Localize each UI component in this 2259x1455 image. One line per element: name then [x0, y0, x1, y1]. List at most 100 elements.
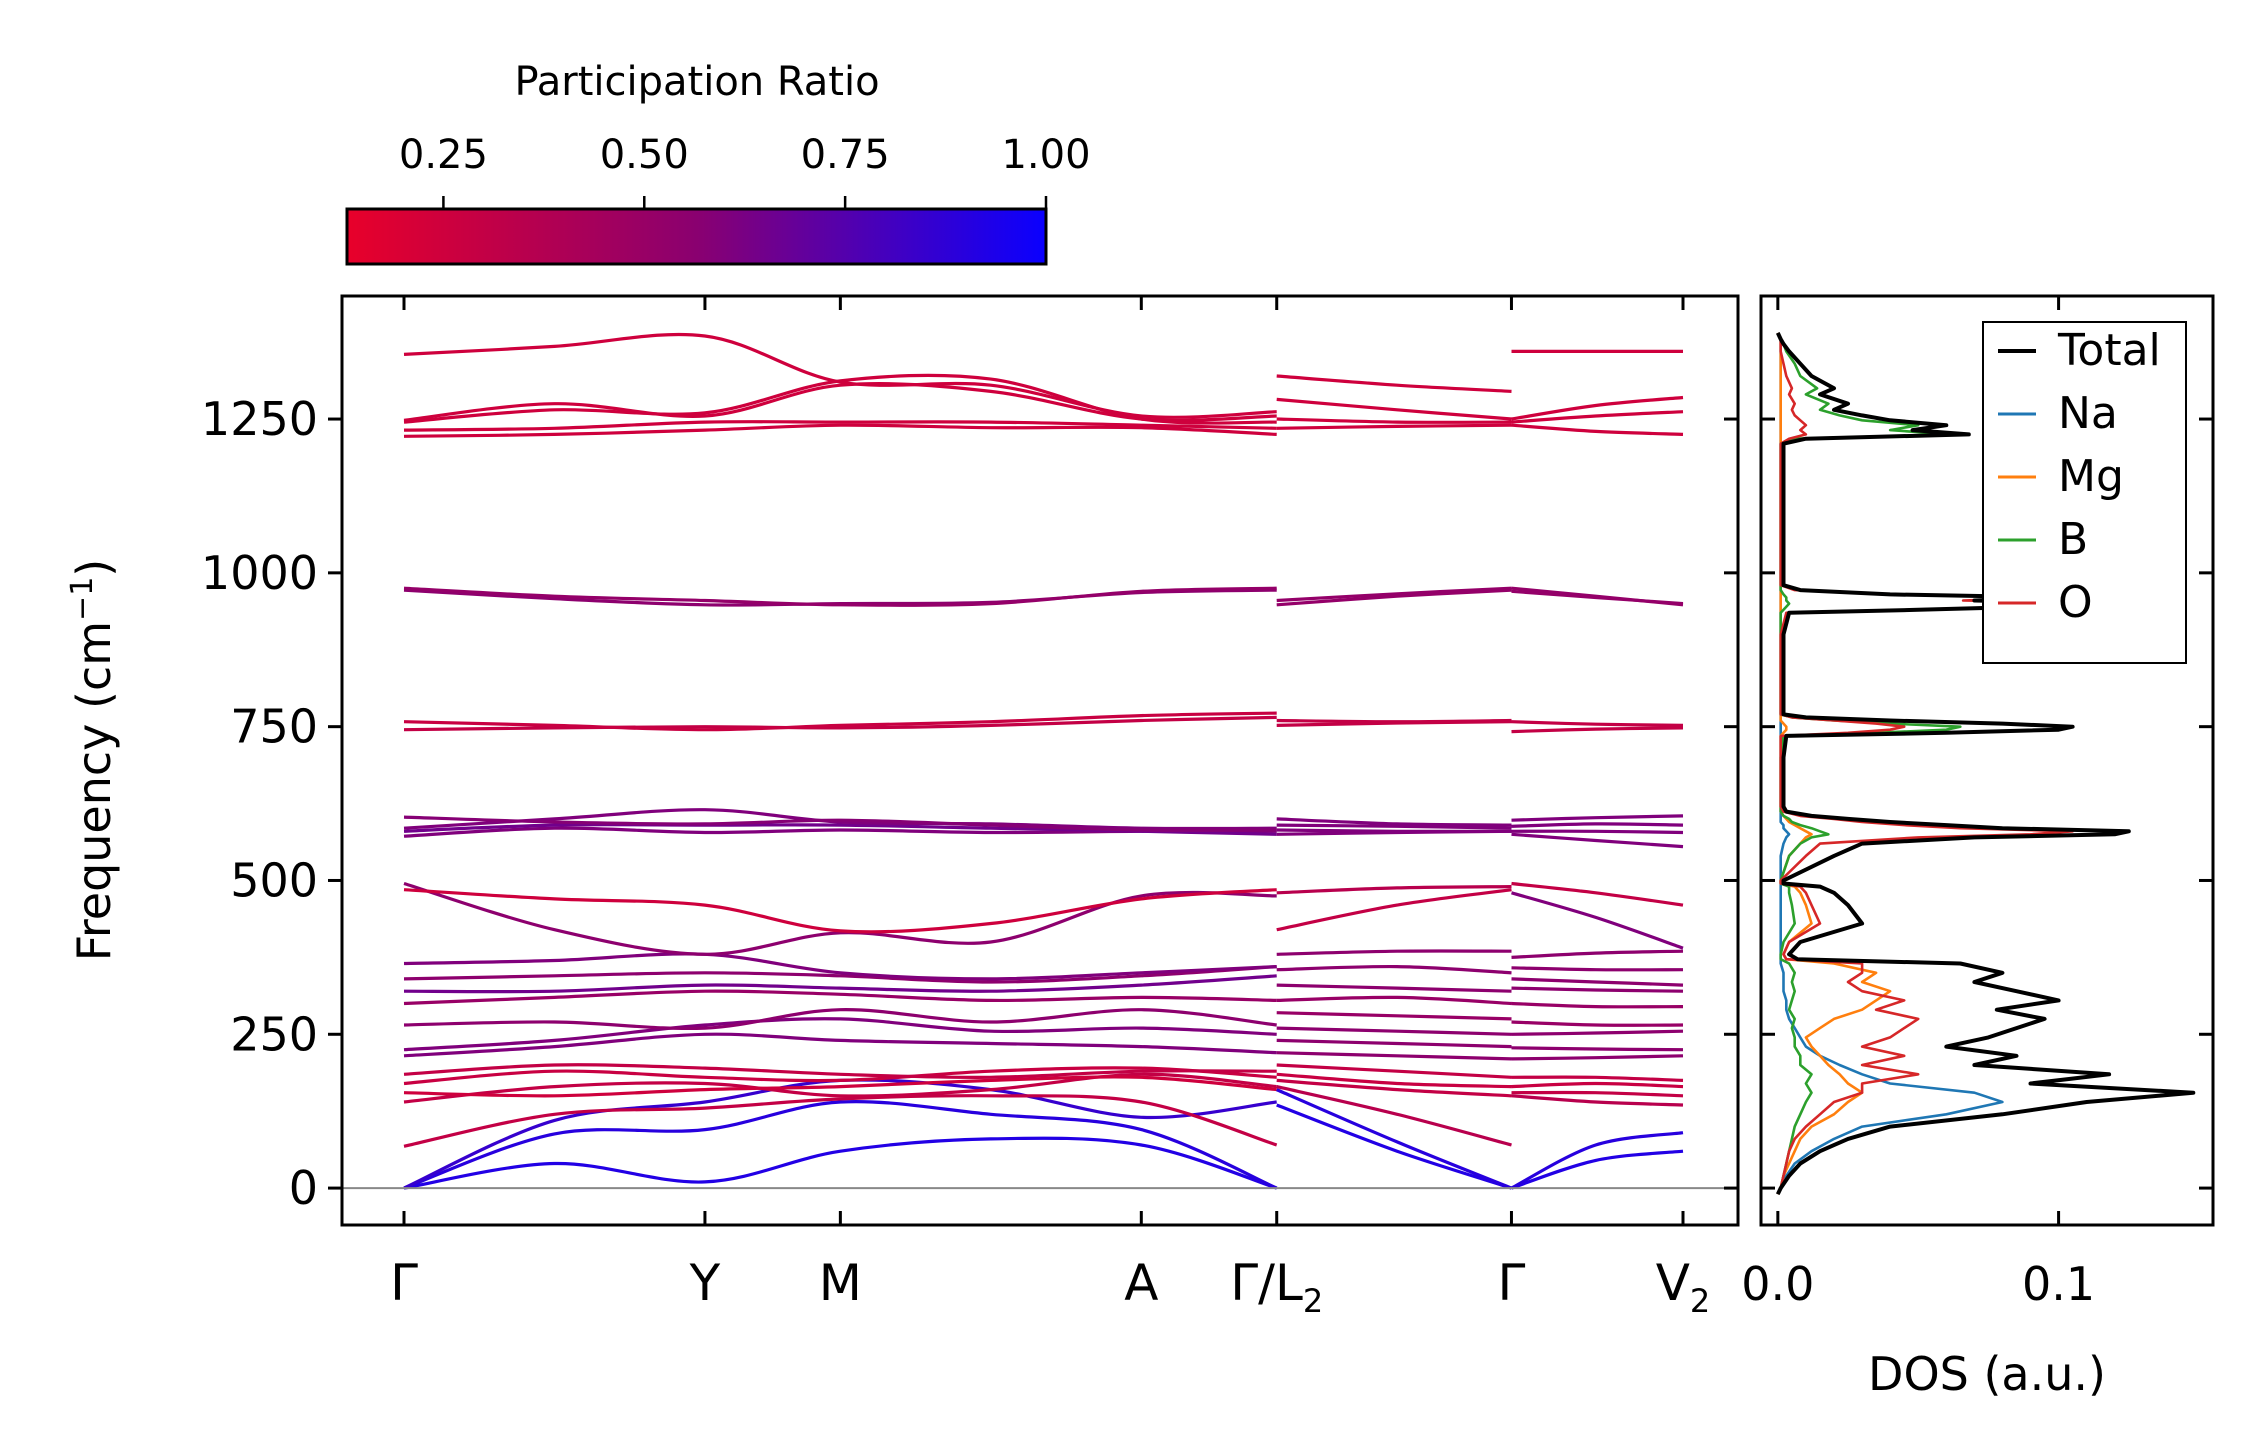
phonon-band [403, 1136, 1278, 1190]
phonon-band [1276, 1072, 1512, 1089]
phonon-band [403, 382, 1277, 422]
band-segment [403, 332, 1278, 1190]
frequency-tick-label: 1000 [201, 546, 318, 600]
legend-label-total: Total [2057, 325, 2161, 376]
phonon-band [1276, 586, 1512, 603]
phonon-band [1276, 823, 1512, 830]
phonon-band [1511, 822, 1684, 828]
phonon-band [1276, 817, 1512, 827]
ylabel-close: ) [67, 559, 121, 577]
frequency-tick-label: 500 [230, 853, 318, 907]
dos-axes-frame [1759, 294, 2215, 1227]
kpath-label-subscript: 2 [1303, 1282, 1323, 1320]
phonon-band [1511, 986, 1684, 993]
dos-series-total [1775, 332, 2196, 1196]
legend-items: Total Na Mg BO [1998, 325, 2161, 628]
phonon-band [1511, 891, 1684, 950]
ylabel-main: Frequency (cm [67, 621, 121, 961]
phonon-band [1276, 417, 1512, 424]
phonon-band [1511, 1029, 1684, 1036]
kpath-label: Γ [390, 1254, 418, 1312]
colorbar: Participation Ratio 0.25 0.50 0.75 1.00 [345, 59, 1091, 266]
phonon-band [1276, 588, 1512, 607]
colorbar-tick-label: 1.00 [1001, 132, 1090, 178]
dos-axis-title: DOS (a.u.) [1868, 1347, 2106, 1401]
phonon-band [1276, 964, 1512, 975]
dos-ticks: 0.0 0.1 [1741, 296, 2213, 1311]
phonon-band [1276, 949, 1512, 956]
colorbar-gradient [345, 207, 1048, 266]
phonon-band [403, 711, 1277, 732]
phonon-band [1511, 423, 1684, 436]
phonon-band [1511, 1054, 1684, 1061]
kpath-label: Γ [1498, 1254, 1526, 1312]
phonon-band [1276, 828, 1512, 833]
colorbar-tick-label: 0.75 [801, 132, 890, 178]
phonon-band [403, 965, 1277, 984]
phonon-band [1511, 966, 1684, 972]
phonon-band [1276, 1011, 1512, 1021]
frequency-tick-label: 250 [230, 1007, 318, 1061]
phonon-band [1511, 1001, 1684, 1009]
frequency-ticks: 0 250 500 750 1000 1250 [201, 392, 1738, 1215]
phonon-band [1511, 586, 1684, 607]
phonon-band [1276, 718, 1512, 724]
phonon-band [1276, 888, 1512, 932]
colorbar-tick-label: 0.50 [600, 132, 689, 178]
phonon-band [403, 1032, 1277, 1058]
legend: Total Na Mg BO [1982, 321, 2187, 664]
kpath-label: A [1124, 1254, 1158, 1312]
kpath-ticks: Γ Y M A Γ/L2 Γ V2 [390, 296, 1710, 1320]
kpath-label: Γ/L2 [1230, 1254, 1323, 1320]
phonon-band [403, 1072, 1277, 1104]
phonon-band [1511, 1094, 1684, 1107]
ylabel-superscript: −1 [65, 577, 100, 621]
phonon-band [1276, 374, 1512, 393]
legend-box [1982, 321, 2187, 664]
phonon-band [1276, 397, 1512, 421]
dos-tick-label: 0.0 [1741, 1257, 1814, 1311]
phonon-band [1276, 1103, 1512, 1190]
dos-lines [1775, 332, 2196, 1196]
phonon-band [1511, 410, 1684, 424]
kpath-label: M [819, 1254, 862, 1312]
phonon-band [403, 952, 1277, 981]
phonon-band [403, 715, 1277, 732]
colorbar-ticks: 0.25 0.50 0.75 1.00 [399, 132, 1091, 264]
legend-label-mg: Mg [2058, 451, 2124, 502]
kpath-label-subscript: 2 [1690, 1282, 1710, 1320]
legend-label-o: O [2058, 577, 2093, 628]
frequency-tick-label: 1250 [201, 392, 318, 446]
phonon-band [1276, 885, 1512, 895]
phonon-band [403, 974, 1277, 994]
colorbar-tick-label: 0.25 [399, 132, 488, 178]
phonon-band [1276, 1051, 1512, 1061]
phonon-band [403, 1008, 1277, 1031]
dos-series-na [1776, 332, 2004, 1195]
phonon-band [1276, 983, 1512, 993]
phonon-band [403, 420, 1277, 432]
phonon-band [1511, 829, 1684, 835]
phonon-band [1511, 720, 1684, 727]
phonon-band [403, 989, 1277, 1006]
phonon-band [1276, 423, 1512, 430]
phonon-band [1510, 1131, 1684, 1190]
phonon-band [403, 881, 1277, 956]
phonon-band [1276, 1038, 1512, 1049]
phonon-band [1276, 1026, 1512, 1036]
phonon-band [1511, 726, 1684, 734]
phonon-band [1276, 1078, 1512, 1098]
phonon-band [403, 1100, 1278, 1190]
phonon-band [1276, 995, 1512, 1006]
band-axes-frame [340, 294, 1740, 1227]
phonon-band [403, 1066, 1277, 1086]
phonon-band [1511, 1081, 1684, 1089]
phonon-band [1511, 881, 1684, 907]
phonon-band [1511, 1090, 1684, 1098]
band-segment [1510, 349, 1684, 1190]
phonon-band [1276, 1063, 1512, 1079]
frequency-tick-label: 0 [289, 1161, 318, 1215]
colorbar-title: Participation Ratio [514, 59, 879, 105]
phonon-band [403, 808, 1277, 831]
